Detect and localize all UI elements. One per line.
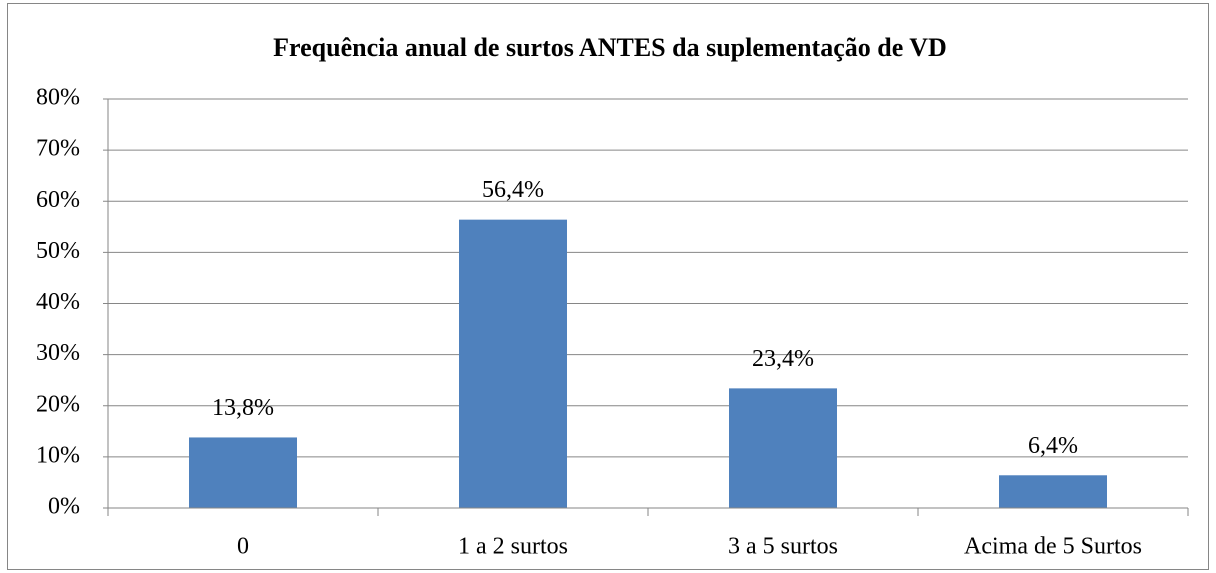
y-tick-label: 50%	[36, 238, 80, 264]
x-tick-label: 1 a 2 surtos	[458, 534, 568, 560]
chart-border	[7, 3, 1209, 570]
value-label: 56,4%	[482, 177, 544, 203]
y-tick-label: 10%	[36, 442, 80, 468]
bar	[189, 437, 297, 508]
y-tick-label: 60%	[36, 187, 80, 213]
y-tick-label: 30%	[36, 340, 80, 366]
chart-title: Frequência anual de surtos ANTES da supl…	[273, 33, 947, 62]
bar	[999, 475, 1107, 508]
y-tick-label: 80%	[36, 85, 80, 111]
y-tick-label: 20%	[36, 391, 80, 417]
y-tick-label: 40%	[36, 289, 80, 315]
value-label: 13,8%	[212, 395, 274, 421]
bar	[729, 388, 837, 508]
bar	[459, 219, 567, 508]
x-tick-label: Acima de 5 Surtos	[964, 534, 1142, 560]
y-tick-label: 70%	[36, 136, 80, 162]
value-label: 6,4%	[1028, 433, 1078, 459]
x-tick-label: 3 a 5 surtos	[728, 534, 838, 560]
y-tick-label: 0%	[48, 494, 80, 520]
x-tick-label: 0	[237, 534, 249, 560]
value-label: 23,4%	[752, 346, 814, 372]
